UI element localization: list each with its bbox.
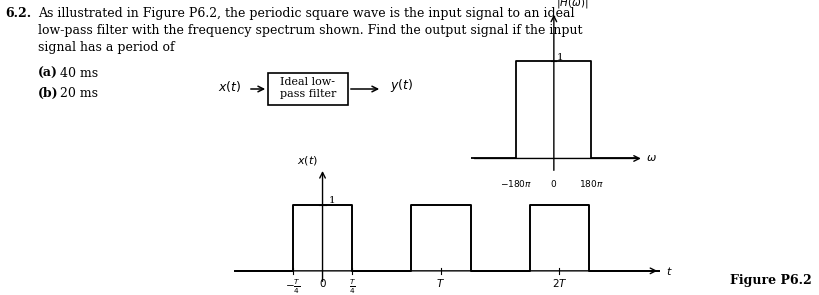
Text: 1: 1 (556, 53, 563, 62)
Text: Figure P6.2: Figure P6.2 (730, 274, 811, 287)
Text: low-pass filter with the frequency spectrum shown. Find the output signal if the: low-pass filter with the frequency spect… (38, 24, 581, 37)
Text: $0$: $0$ (550, 178, 557, 189)
Text: $0$: $0$ (319, 278, 326, 289)
Text: (a): (a) (38, 67, 58, 80)
Text: 40 ms: 40 ms (60, 67, 98, 80)
Text: $2T$: $2T$ (551, 278, 567, 289)
Text: $x(t)$: $x(t)$ (296, 155, 318, 168)
Text: signal has a period of: signal has a period of (38, 41, 174, 54)
Text: (b): (b) (38, 87, 58, 100)
Text: 1: 1 (328, 196, 335, 205)
Text: $T$: $T$ (436, 278, 445, 289)
Text: $\frac{T}{4}$: $\frac{T}{4}$ (348, 278, 355, 295)
Text: 20 ms: 20 ms (60, 87, 98, 100)
Text: $y(t)$: $y(t)$ (390, 78, 413, 94)
Text: $-\frac{T}{4}$: $-\frac{T}{4}$ (285, 278, 301, 295)
Text: $x(t)$: $x(t)$ (218, 78, 242, 94)
Text: $\omega$: $\omega$ (645, 153, 655, 163)
Text: 6.2.: 6.2. (5, 7, 31, 20)
Text: $|H(\omega)|$: $|H(\omega)|$ (556, 0, 588, 10)
Text: $-180\pi$: $-180\pi$ (500, 178, 532, 189)
Text: Ideal low-
pass filter: Ideal low- pass filter (279, 77, 336, 99)
Text: As illustrated in Figure P6.2, the periodic square wave is the input signal to a: As illustrated in Figure P6.2, the perio… (38, 7, 574, 20)
Text: $180\pi$: $180\pi$ (578, 178, 603, 189)
Bar (268, 73, 347, 105)
Text: $t$: $t$ (665, 265, 672, 277)
